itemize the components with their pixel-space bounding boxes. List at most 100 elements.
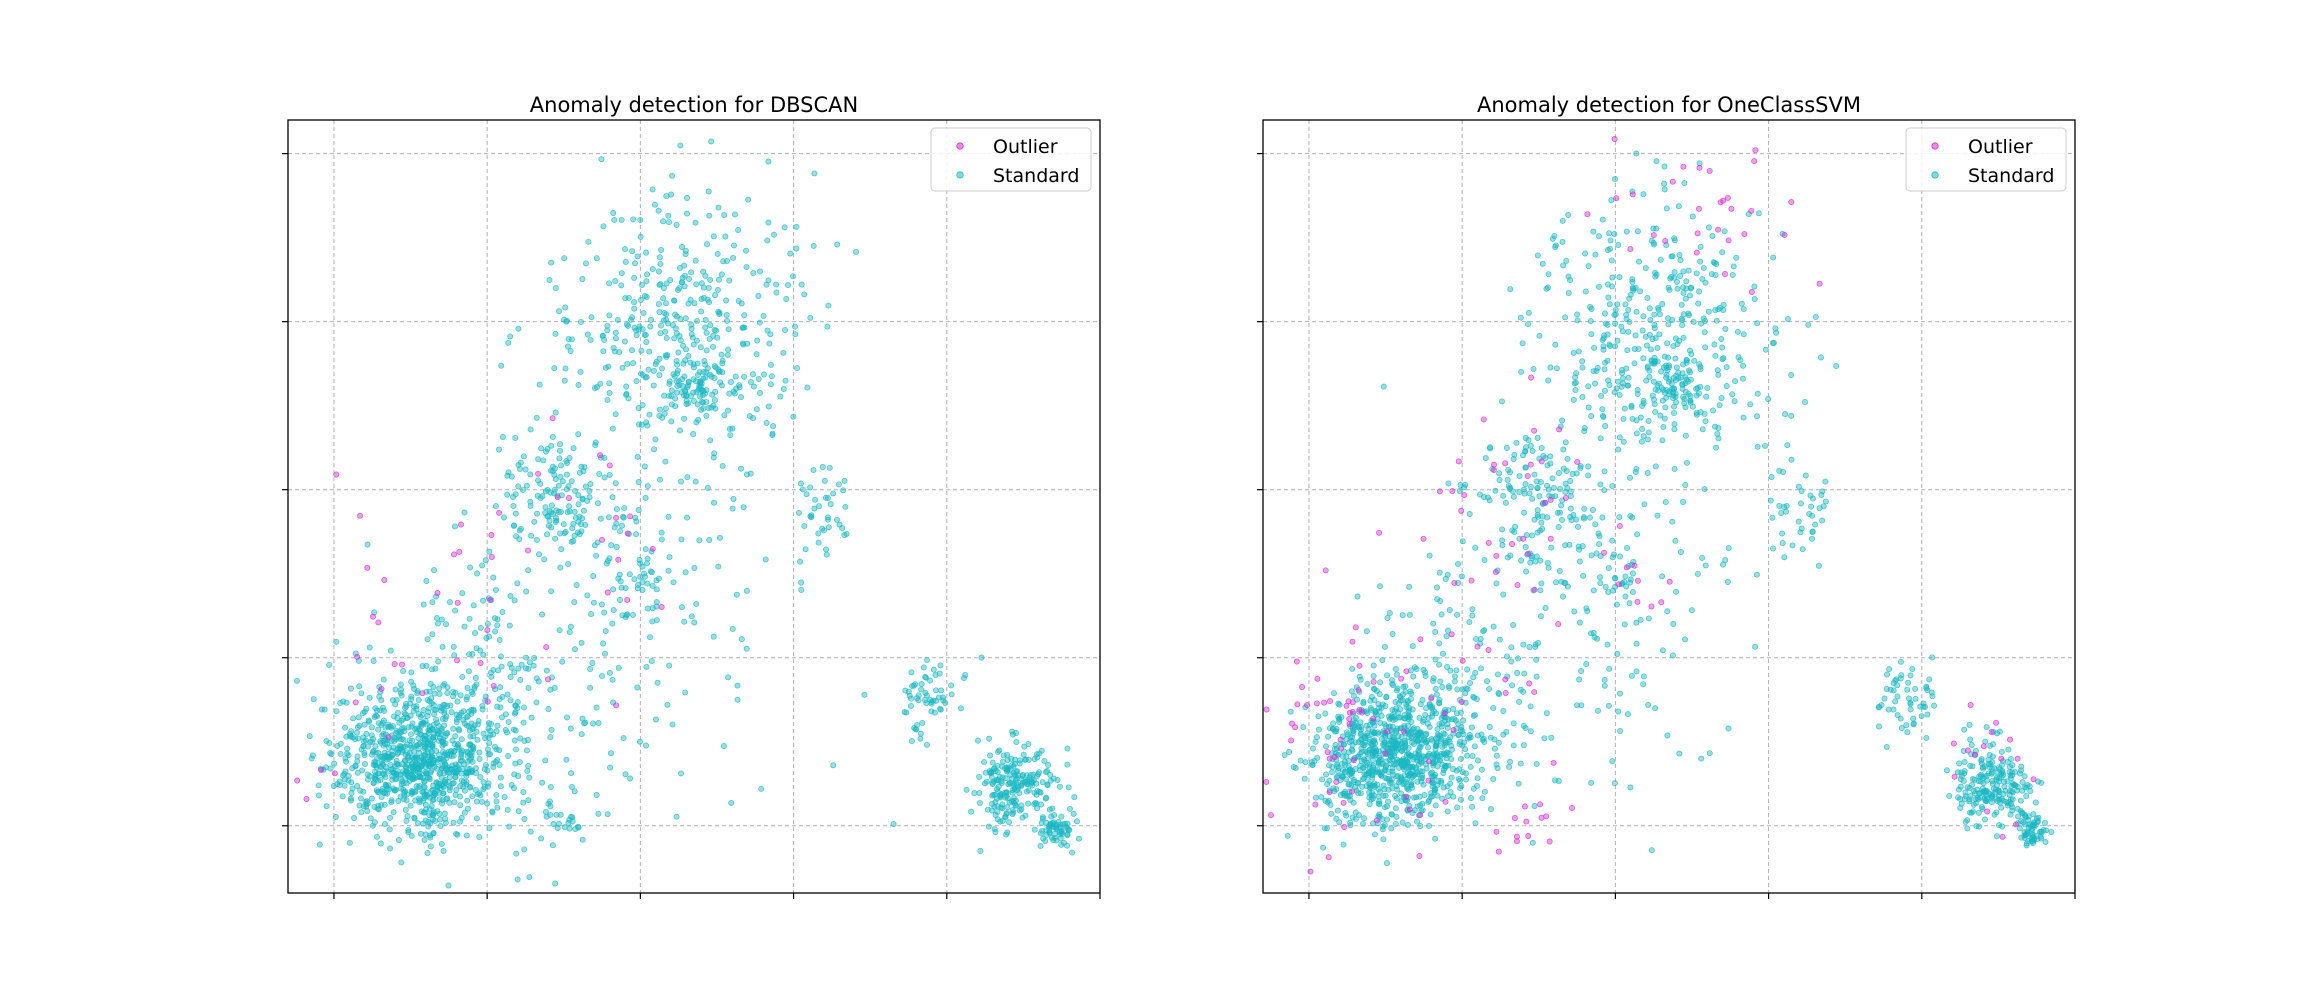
scatter-point-standard [512,760,519,767]
scatter-point-standard [1961,759,1968,765]
scatter-point-standard [1334,761,1341,768]
scatter-point-standard [1730,263,1737,270]
scatter-point-standard [1675,203,1682,210]
scatter-point-standard [441,810,448,817]
scatter-point-standard [510,502,517,509]
scatter-point-outlier [1541,499,1548,506]
scatter-point-standard [524,737,531,743]
scatter-point-standard [1345,793,1352,800]
scatter-point-standard [346,839,353,846]
scatter-point-standard [1395,745,1402,752]
scatter-point-standard [830,490,837,497]
scatter-point-standard [515,808,522,815]
scatter-point-standard [1281,752,1288,759]
scatter-point-standard [602,650,608,657]
scatter-point-standard [1477,491,1483,498]
scatter-point-standard [1987,742,1994,749]
scatter-point-standard [733,591,740,598]
scatter-point-standard [707,276,714,283]
scatter-point-outlier [1267,812,1274,819]
scatter-point-standard [1504,554,1511,561]
scatter-point-standard [1438,777,1444,784]
scatter-point-standard [394,745,401,752]
scatter-point-standard [663,311,670,318]
scatter-point-standard [533,536,540,543]
scatter-point-standard [991,826,998,833]
scatter-point-standard [612,278,619,285]
scatter-point-standard [1496,470,1503,477]
scatter-point-standard [1788,412,1795,419]
scatter-point-standard [1322,797,1329,804]
scatter-point-standard [423,578,430,584]
scatter-point-standard [1705,308,1712,315]
scatter-point-standard [1624,711,1631,718]
scatter-point-standard [1025,800,1032,807]
scatter-point-standard [773,281,780,288]
scatter-point-standard [521,704,527,711]
scatter-point-standard [705,188,712,195]
scatter-point-standard [1754,320,1761,327]
scatter-point-standard [1683,459,1690,466]
scatter-point-standard [370,658,377,664]
scatter-point-standard [444,703,451,709]
scatter-point-standard [588,314,595,321]
scatter-point-standard [1640,433,1647,440]
scatter-point-standard [1545,271,1552,278]
scatter-point-standard [571,599,578,606]
scatter-point-standard [415,745,422,752]
scatter-point-outlier [1964,747,1971,754]
scatter-point-standard [1678,301,1685,308]
scatter-point-standard [379,786,386,793]
scatter-point-standard [1802,399,1808,405]
scatter-point-standard [377,764,384,771]
scatter-point-standard [380,704,387,711]
scatter-point-standard [420,707,427,714]
scatter-point-standard [2016,825,2023,832]
scatter-point-standard [1663,205,1670,212]
scatter-point-standard [477,774,484,781]
scatter-point-standard [727,379,734,386]
scatter-point-standard [1037,830,1044,837]
scatter-point-standard [1393,783,1400,790]
scatter-point-standard [1437,598,1444,604]
scatter-point-standard [539,779,546,786]
scatter-point-outlier [615,556,622,563]
scatter-point-standard [2048,829,2055,835]
scatter-point-standard [548,502,555,509]
scatter-point-outlier [1398,675,1405,682]
scatter-point-standard [461,787,468,794]
scatter-point-standard [1616,514,1623,521]
scatter-point-standard [676,427,683,434]
scatter-point-standard [1500,708,1507,714]
scatter-point-standard [630,360,637,367]
scatter-point-standard [517,459,524,466]
scatter-point-standard [1381,643,1388,650]
scatter-point-standard [740,341,747,348]
scatter-point-standard [1534,485,1541,492]
scatter-point-standard [1446,684,1453,691]
scatter-point-standard [710,233,717,240]
scatter-point-standard [586,488,593,494]
scatter-point-standard [741,312,748,319]
scatter-point-outlier [1312,801,1319,808]
scatter-point-standard [515,665,522,672]
scatter-point-standard [981,759,988,766]
scatter-point-standard [1696,288,1703,295]
scatter-point-outlier [354,653,361,660]
scatter-point-standard [528,532,535,539]
scatter-point-standard [706,537,713,543]
scatter-point-standard [834,516,840,523]
scatter-point-standard [1659,573,1666,580]
scatter-point-standard [439,643,446,650]
scatter-point-standard [1426,724,1433,730]
scatter-point-standard [542,488,549,495]
scatter-point-standard [1615,446,1622,453]
scatter-point-standard [293,677,300,684]
scatter-point-standard [511,771,518,778]
scatter-point-standard [1876,703,1883,710]
scatter-point-standard [344,750,351,757]
scatter-point-standard [495,667,502,674]
scatter-point-standard [1369,747,1376,754]
scatter-point-standard [983,778,990,785]
scatter-point-standard [1369,728,1376,735]
